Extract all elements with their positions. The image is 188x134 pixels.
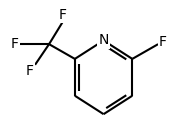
Text: F: F <box>58 8 66 22</box>
Text: F: F <box>26 64 34 78</box>
Text: F: F <box>158 35 167 49</box>
Text: N: N <box>98 34 109 47</box>
Text: F: F <box>10 37 18 51</box>
